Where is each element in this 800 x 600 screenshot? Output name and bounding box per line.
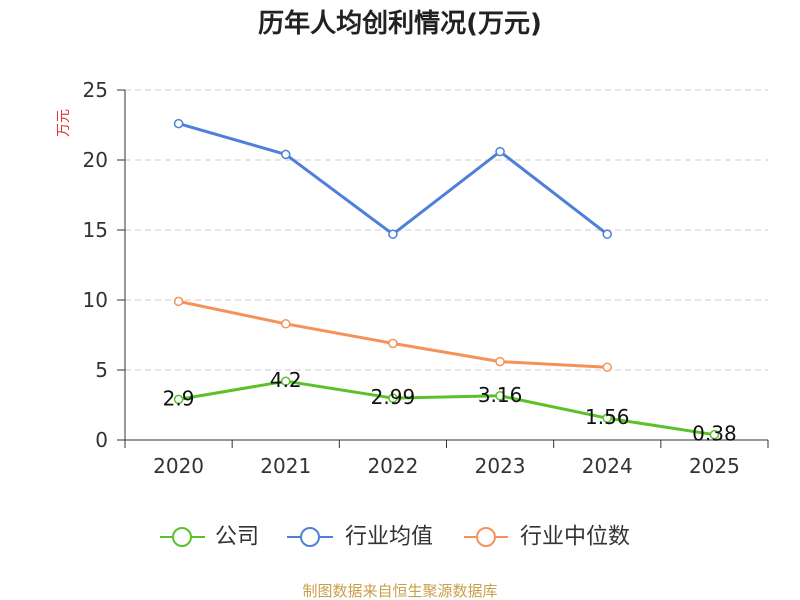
y-tick-label: 25: [83, 78, 108, 102]
legend: 公司 行业均值 行业中位数: [160, 525, 630, 550]
legend-item-2[interactable]: 行业中位数: [464, 525, 630, 550]
y-tick-label: 10: [83, 288, 108, 312]
x-tick-label: 2024: [582, 454, 633, 478]
data-point: [495, 356, 505, 367]
data-label: 1.56: [585, 405, 630, 429]
data-point: [281, 319, 291, 329]
y-axis-label: 万元: [56, 109, 72, 137]
data-label: 3.16: [478, 383, 523, 407]
legend-marker-icon: [172, 527, 192, 547]
legend-label: 公司: [215, 525, 259, 550]
data-point: [602, 229, 612, 239]
x-tick-label: 2023: [475, 454, 526, 478]
data-point: [495, 391, 505, 401]
source-footer: 制图数据来自恒生聚源数据库: [302, 582, 497, 600]
y-tick-label: 20: [83, 148, 108, 172]
legend-label: 行业均值: [345, 525, 433, 550]
gridlines: [125, 89, 768, 371]
legend-marker-icon: [300, 527, 320, 547]
data-point: [281, 376, 291, 386]
data-point: [388, 338, 398, 349]
data-point: [602, 413, 612, 423]
data-point: [388, 393, 398, 403]
data-labels: 2.9 4.2 2.99 3.16 1.56 0.38: [163, 368, 737, 445]
legend-item-0[interactable]: 公司: [160, 525, 259, 550]
legend-marker-icon: [476, 527, 496, 547]
y-tick-label: 15: [83, 218, 108, 242]
series-line-2: [177, 299, 609, 369]
data-point: [173, 118, 184, 129]
data-point: [173, 296, 184, 307]
data-point: [173, 394, 184, 405]
data-point: [602, 362, 612, 372]
series-line-1: [177, 122, 609, 236]
data-point: [709, 429, 720, 440]
data-label: 0.38: [692, 422, 737, 446]
y-tick-label: 5: [95, 358, 108, 382]
series-group: [173, 118, 720, 440]
x-tick-label: 2025: [689, 454, 740, 478]
legend-item-1[interactable]: 行业均值: [287, 525, 433, 550]
legend-label: 行业中位数: [520, 525, 630, 550]
data-label: 2.9: [163, 386, 195, 410]
data-point: [495, 146, 505, 157]
data-label: 4.2: [270, 368, 302, 392]
x-tick-label: 2022: [367, 454, 418, 478]
series-line-0: [177, 379, 716, 437]
data-label: 2.99: [371, 385, 416, 409]
x-tick-label: 2021: [260, 454, 311, 478]
y-tick-label: 0: [95, 428, 108, 452]
data-point: [388, 229, 398, 239]
data-point: [281, 149, 291, 160]
chart-title: 历年人均创利情况(万元): [258, 8, 542, 39]
x-tick-label: 2020: [153, 454, 204, 478]
